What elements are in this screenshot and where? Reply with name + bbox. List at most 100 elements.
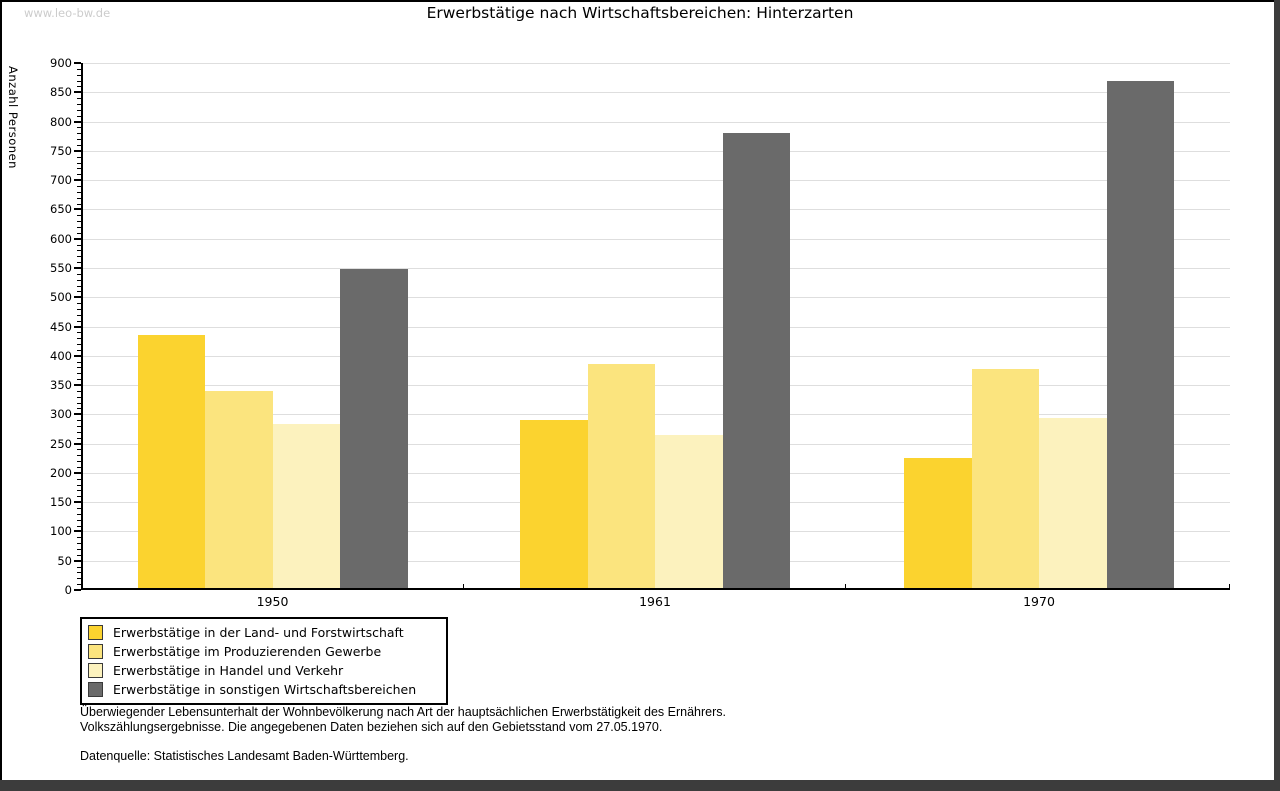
x-axis-tick (1229, 584, 1230, 590)
y-major-tick (74, 413, 81, 416)
legend-label: Erwerbstätige in Handel und Verkehr (113, 663, 344, 678)
x-category-label: 1970 (1023, 594, 1055, 609)
y-minor-tick (77, 308, 81, 310)
y-axis-line (81, 63, 83, 590)
bar-1961-series4 (722, 133, 790, 590)
y-major-tick (74, 179, 81, 182)
y-minor-tick (77, 139, 81, 141)
y-minor-tick (77, 549, 81, 550)
y-minor-tick (77, 396, 81, 398)
y-minor-tick (77, 490, 81, 492)
page-border-left (0, 0, 2, 791)
page-border-top (0, 0, 1280, 2)
legend-item: Erwerbstätige in sonstigen Wirtschaftsbe… (88, 680, 446, 699)
y-major-tick (74, 384, 81, 387)
y-minor-tick (77, 273, 81, 275)
x-axis-line (81, 588, 1230, 590)
gridline (83, 92, 1230, 94)
page-border-bottom (0, 780, 1280, 791)
bar-1961-series2 (587, 363, 655, 590)
y-minor-tick (77, 437, 81, 439)
y-minor-tick (77, 109, 81, 111)
gridline (83, 297, 1230, 299)
y-major-tick (74, 296, 81, 299)
y-minor-tick (77, 461, 81, 463)
y-major-tick (74, 237, 81, 240)
x-axis-tick (845, 584, 846, 590)
y-minor-tick (77, 543, 81, 545)
bar-1970-series2 (971, 368, 1039, 590)
y-minor-tick (77, 174, 81, 176)
legend-label: Erwerbstätige im Produzierenden Gewerbe (113, 644, 382, 659)
gridline (83, 150, 1230, 152)
y-major-tick (74, 266, 81, 269)
gridline (83, 63, 1230, 64)
footnote: Überwiegender Lebensunterhalt der Wohnbe… (80, 705, 726, 734)
y-minor-tick (77, 314, 81, 316)
y-tick-label: 150 (50, 495, 72, 510)
y-minor-tick (77, 373, 81, 375)
bar-1961-series3 (655, 434, 723, 590)
bar-1970-series1 (904, 458, 972, 590)
bar-1961-series1 (520, 420, 588, 590)
y-minor-tick (77, 420, 81, 422)
y-minor-tick (77, 455, 81, 457)
legend-item: Erwerbstätige in der Land- und Forstwirt… (88, 623, 446, 642)
y-major-tick (74, 501, 81, 504)
y-minor-tick (77, 221, 81, 223)
y-minor-tick (77, 244, 81, 246)
x-category-label: 1961 (639, 594, 671, 609)
y-tick-label: 800 (50, 114, 72, 129)
bar-1950-series2 (205, 390, 273, 590)
y-tick-label: 600 (50, 231, 72, 246)
y-minor-tick (77, 338, 81, 340)
y-minor-tick (77, 226, 81, 228)
y-minor-tick (77, 203, 81, 205)
y-minor-tick (77, 133, 81, 135)
y-minor-tick (77, 367, 81, 369)
y-minor-tick (77, 332, 81, 334)
y-major-tick (74, 589, 81, 591)
y-minor-tick (77, 215, 81, 217)
y-minor-tick (77, 408, 81, 410)
y-minor-tick (77, 185, 81, 187)
y-minor-tick (77, 390, 81, 392)
y-minor-tick (77, 320, 81, 322)
y-minor-tick (77, 256, 81, 258)
y-tick-label: 450 (50, 319, 72, 334)
y-minor-tick (77, 467, 81, 469)
bar-1950-series3 (272, 423, 340, 590)
y-tick-label: 700 (50, 173, 72, 188)
y-minor-tick (77, 578, 81, 580)
legend-label: Erwerbstätige in sonstigen Wirtschaftsbe… (113, 682, 417, 697)
y-minor-tick (77, 250, 81, 252)
y-minor-tick (77, 68, 81, 70)
legend-item: Erwerbstätige im Produzierenden Gewerbe (88, 642, 446, 661)
footnote-line2: Volkszählungsergebnisse. Die angegebenen… (80, 719, 663, 734)
y-tick-label: 0 (64, 583, 72, 597)
watermark: www.leo-bw.de (24, 6, 111, 20)
y-tick-label: 550 (50, 260, 72, 275)
y-minor-tick (77, 496, 81, 498)
legend-item: Erwerbstätige in Handel und Verkehr (88, 661, 446, 680)
legend: Erwerbstätige in der Land- und Forstwirt… (80, 617, 448, 705)
bar-1970-series4 (1106, 80, 1174, 590)
footnote-line1: Überwiegender Lebensunterhalt der Wohnbe… (80, 705, 726, 719)
y-major-tick (74, 208, 81, 211)
y-minor-tick (77, 525, 81, 527)
y-minor-tick (77, 156, 81, 158)
y-major-tick (74, 62, 81, 64)
y-tick-label: 850 (50, 85, 72, 100)
legend-swatch-series3 (88, 663, 103, 678)
bar-1950-series1 (137, 335, 205, 590)
y-tick-label: 400 (50, 348, 72, 363)
y-minor-tick (77, 361, 81, 363)
y-tick-label: 350 (50, 378, 72, 393)
y-minor-tick (77, 349, 81, 351)
legend-swatch-series2 (88, 644, 103, 659)
y-minor-tick (77, 484, 81, 486)
y-tick-label: 100 (50, 524, 72, 539)
y-major-tick (74, 120, 81, 123)
y-minor-tick (77, 508, 81, 510)
